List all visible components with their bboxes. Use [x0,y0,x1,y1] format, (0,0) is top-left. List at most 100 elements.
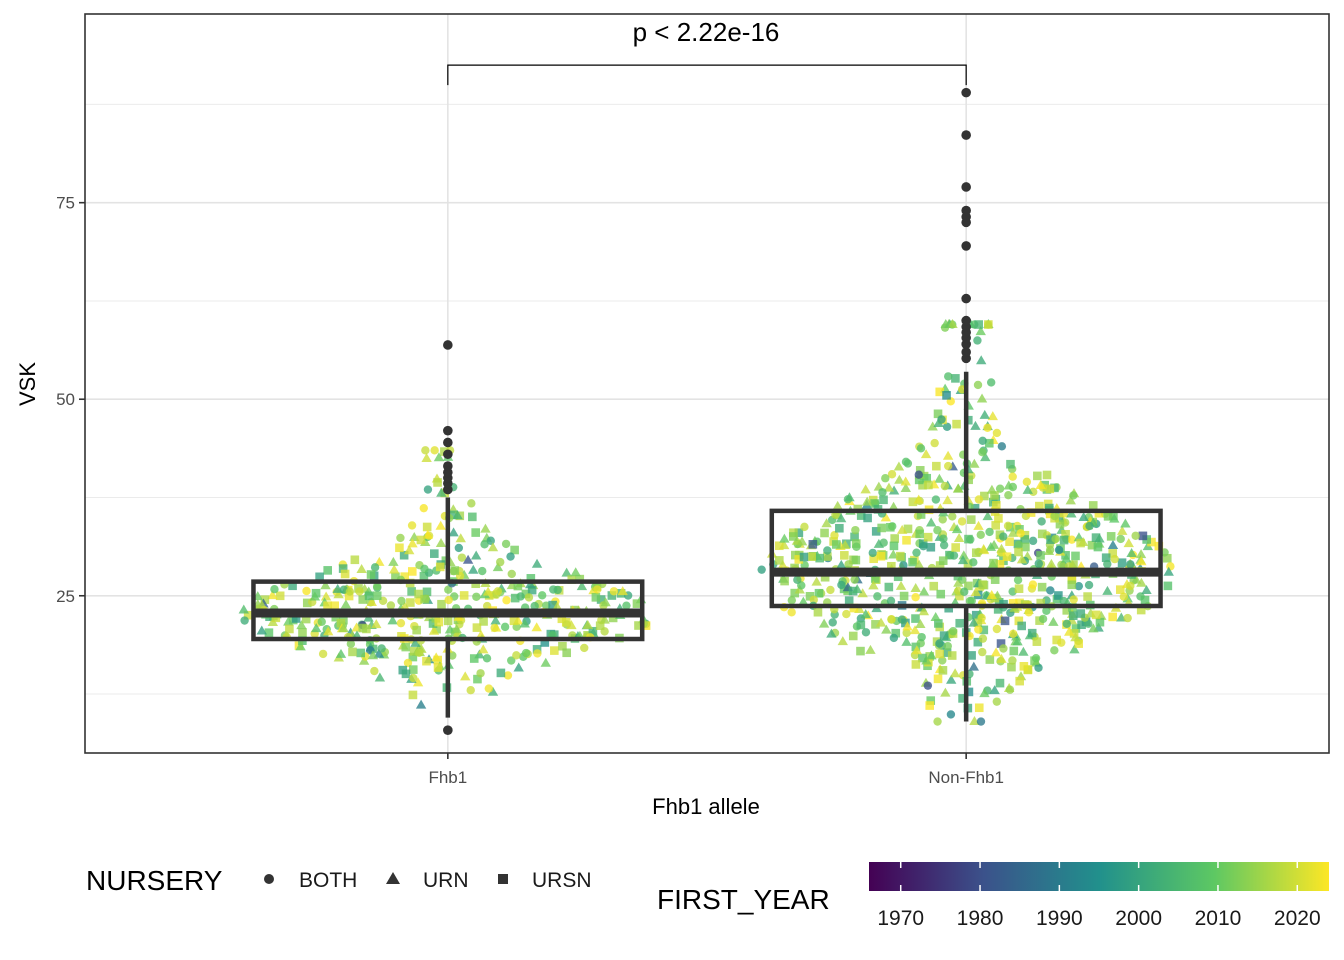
jitter-point [914,470,924,479]
outlier-point [961,347,971,357]
jitter-point [373,648,385,658]
jitter-point [911,642,921,652]
jitter-point [1068,611,1078,621]
jitter-point [513,581,523,591]
jitter-point [332,583,343,593]
jitter-point [1014,616,1024,626]
jitter-point [844,596,854,605]
jitter-point [793,575,802,585]
jitter-point [876,552,886,561]
jitter-point [436,487,447,497]
jitter-point [333,589,344,599]
outlier-point [443,449,453,460]
jitter-point [512,651,521,660]
jitter-point [835,523,844,533]
jitter-point [513,662,524,672]
jitter-point [993,605,1003,614]
jitter-point [1069,560,1078,569]
jitter-point [260,595,270,604]
jitter-point [323,566,332,575]
jitter-point [1074,639,1083,648]
jitter-point [541,601,551,610]
jitter-point [345,587,355,596]
jitter-point [240,616,249,625]
jitter-point [920,449,932,459]
jitter-point [510,545,519,555]
jitter-point [799,552,809,562]
jitter-point [1123,538,1134,548]
jitter-point [983,423,992,432]
jitter-point [1094,508,1104,518]
jitter-point [1062,606,1072,615]
jitter-point [980,491,989,501]
jitter-point [444,585,453,594]
jitter-point [868,548,877,558]
jitter-point [270,584,279,594]
jitter-point [844,560,853,569]
jitter-point [1036,598,1046,608]
jitter-point [877,523,886,533]
jitter-point [496,557,505,567]
jitter-point [949,551,959,560]
jitter-point [482,654,492,663]
jitter-point [933,409,943,419]
jitter-point [953,532,965,542]
jitter-point [408,665,418,674]
y-tick-label: 50 [56,390,75,409]
jitter-point [480,540,489,549]
jitter-point [632,599,642,608]
jitter-point [388,556,399,566]
jitter-point [372,591,382,601]
jitter-point [1140,595,1150,605]
jitter-point [344,591,354,601]
jitter-point [908,497,918,507]
first-year-legend: FIRST_YEAR 1970 1980 1990 2000 2010 2020 [657,862,1329,930]
jitter-point [916,444,926,453]
jitter-point [1007,527,1019,537]
jitter-point [887,470,897,479]
jitter-point [926,650,937,660]
jitter-point [315,572,324,582]
jitter-point [942,422,952,431]
jitter-point [908,557,917,567]
jitter-point [985,527,994,537]
jitter-point [964,475,973,485]
jitter-point [391,572,400,582]
jitter-point [566,620,577,630]
jitter-point [1055,519,1065,529]
jitter-point [1095,617,1105,627]
jitter-point [856,646,865,656]
jitter-point [355,587,364,596]
jitter-point [476,669,485,678]
jitter-point [490,623,499,633]
jitter-point [475,629,487,639]
jitter-point [406,598,415,607]
jitter-point [1045,484,1055,494]
jitter-point [926,542,936,552]
jitter-point [894,474,905,484]
jitter-point [1120,518,1131,528]
jitter-point [991,521,1001,530]
jitter-point [311,588,321,598]
jitter-point [466,686,475,695]
jitter-point [788,532,798,541]
y-axis-title: VSK [15,362,40,406]
jitter-point [821,518,832,528]
jitter-point [422,522,432,532]
jitter-point [451,624,462,634]
jitter-point [264,628,274,637]
jitter-point [787,608,796,617]
jitter-point [992,624,1002,634]
jitter-point [422,587,432,597]
jitter-point [1060,553,1072,563]
jitter-point [323,601,332,610]
jitter-point [957,555,969,565]
jitter-point [444,595,453,605]
jitter-point [1103,559,1112,569]
jitter-point [994,514,1003,523]
jitter-point [986,590,997,600]
jitter-point [1141,585,1152,595]
jitter-point [468,512,477,522]
jitter-point [1163,581,1173,591]
jitter-point [1004,490,1013,500]
